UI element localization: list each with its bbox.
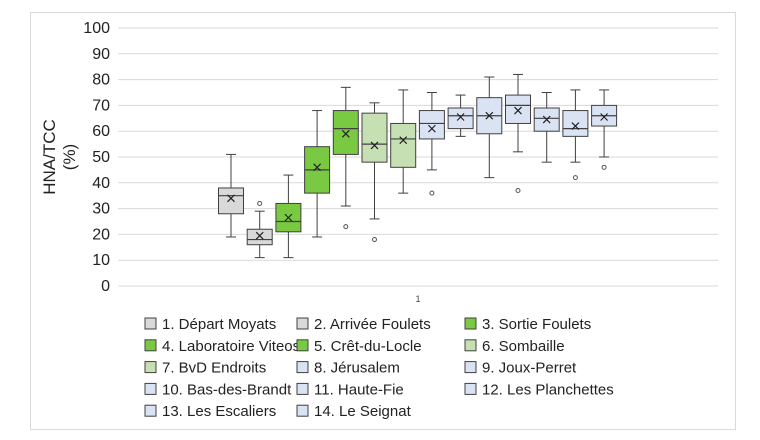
y-tick-label: 20 [92, 226, 110, 243]
legend-swatch [296, 404, 309, 417]
box [275, 202, 302, 233]
y-tick-label: 100 [83, 20, 110, 37]
y-tick-label: 80 [92, 72, 110, 89]
legend-swatch [144, 339, 157, 352]
box [447, 107, 474, 130]
legend-swatch [144, 404, 157, 417]
box [418, 110, 445, 140]
box [246, 228, 273, 246]
legend-label: 9. Joux-Perret [482, 360, 577, 377]
outlier-point [343, 224, 349, 230]
mean-marker [284, 213, 293, 222]
legend-label: 4. Laboratoire Viteos [162, 338, 300, 355]
y-axis-label-line: (%) [60, 144, 79, 170]
legend-label: 7. BvD Endroits [162, 360, 266, 377]
mean-marker [341, 129, 350, 138]
legend-label: 10. Bas-des-Brandt [162, 381, 292, 398]
mean-marker [514, 106, 522, 115]
y-axis-label: HNA/TCC(%) [40, 119, 79, 195]
y-tick-label: 0 [101, 278, 110, 295]
box [361, 112, 388, 163]
box [218, 187, 244, 215]
outlier-point [572, 175, 578, 181]
mean-marker [485, 111, 494, 120]
mean-marker [313, 163, 322, 172]
y-tick-label: 30 [92, 201, 110, 218]
outlier-point [257, 200, 263, 206]
outlier-point [372, 237, 377, 243]
mean-marker [427, 124, 436, 133]
legend-swatch [464, 361, 477, 374]
box [562, 110, 589, 137]
mean-marker [255, 231, 264, 240]
chart-frame [30, 12, 736, 430]
y-tick-label: 60 [92, 123, 110, 140]
mean-marker [542, 115, 551, 124]
mean-marker [227, 194, 235, 203]
legend-swatch [464, 339, 477, 352]
legend-label: 6. Sombaille [482, 338, 565, 355]
legend-swatch [296, 361, 309, 374]
outlier-point [429, 190, 435, 196]
outlier-point [515, 188, 521, 194]
legend-label: 8. Jérusalem [314, 360, 400, 377]
legend-label: 14. Le Seignat [314, 403, 412, 420]
box [332, 110, 359, 155]
legend-label: 5. Crêt-du-Locle [314, 338, 422, 355]
mean-marker [571, 122, 580, 130]
legend-swatch [144, 361, 157, 374]
legend-swatch [296, 317, 309, 330]
legend-label: 1. Départ Moyats [162, 316, 276, 333]
legend-swatch [296, 339, 309, 352]
legend-swatch [144, 317, 157, 330]
mean-marker [456, 113, 465, 121]
y-tick-label: 50 [92, 149, 110, 166]
x-category-label: 1 [415, 294, 420, 304]
mean-marker [370, 141, 379, 150]
legend-label: 3. Sortie Foulets [482, 316, 591, 333]
legend-swatch [464, 382, 477, 395]
legend-label: 13. Les Escaliers [162, 403, 276, 420]
legend-label: 11. Haute-Fie [314, 381, 404, 398]
mean-marker [399, 136, 408, 145]
legend-label: 12. Les Planchettes [482, 381, 614, 398]
y-tick-label: 70 [92, 97, 110, 114]
y-tick-label: 40 [92, 175, 110, 192]
box [505, 94, 531, 124]
legend-swatch [144, 382, 157, 395]
box [390, 122, 417, 168]
y-tick-label: 10 [92, 252, 110, 269]
outlier-point [601, 164, 607, 170]
y-tick-label: 90 [92, 46, 110, 63]
legend-swatch [296, 382, 309, 395]
y-axis-label-line: HNA/TCC [40, 119, 59, 195]
legend-label: 2. Arrivée Foulets [314, 316, 431, 333]
mean-marker [600, 113, 609, 121]
legend-swatch [464, 317, 477, 330]
